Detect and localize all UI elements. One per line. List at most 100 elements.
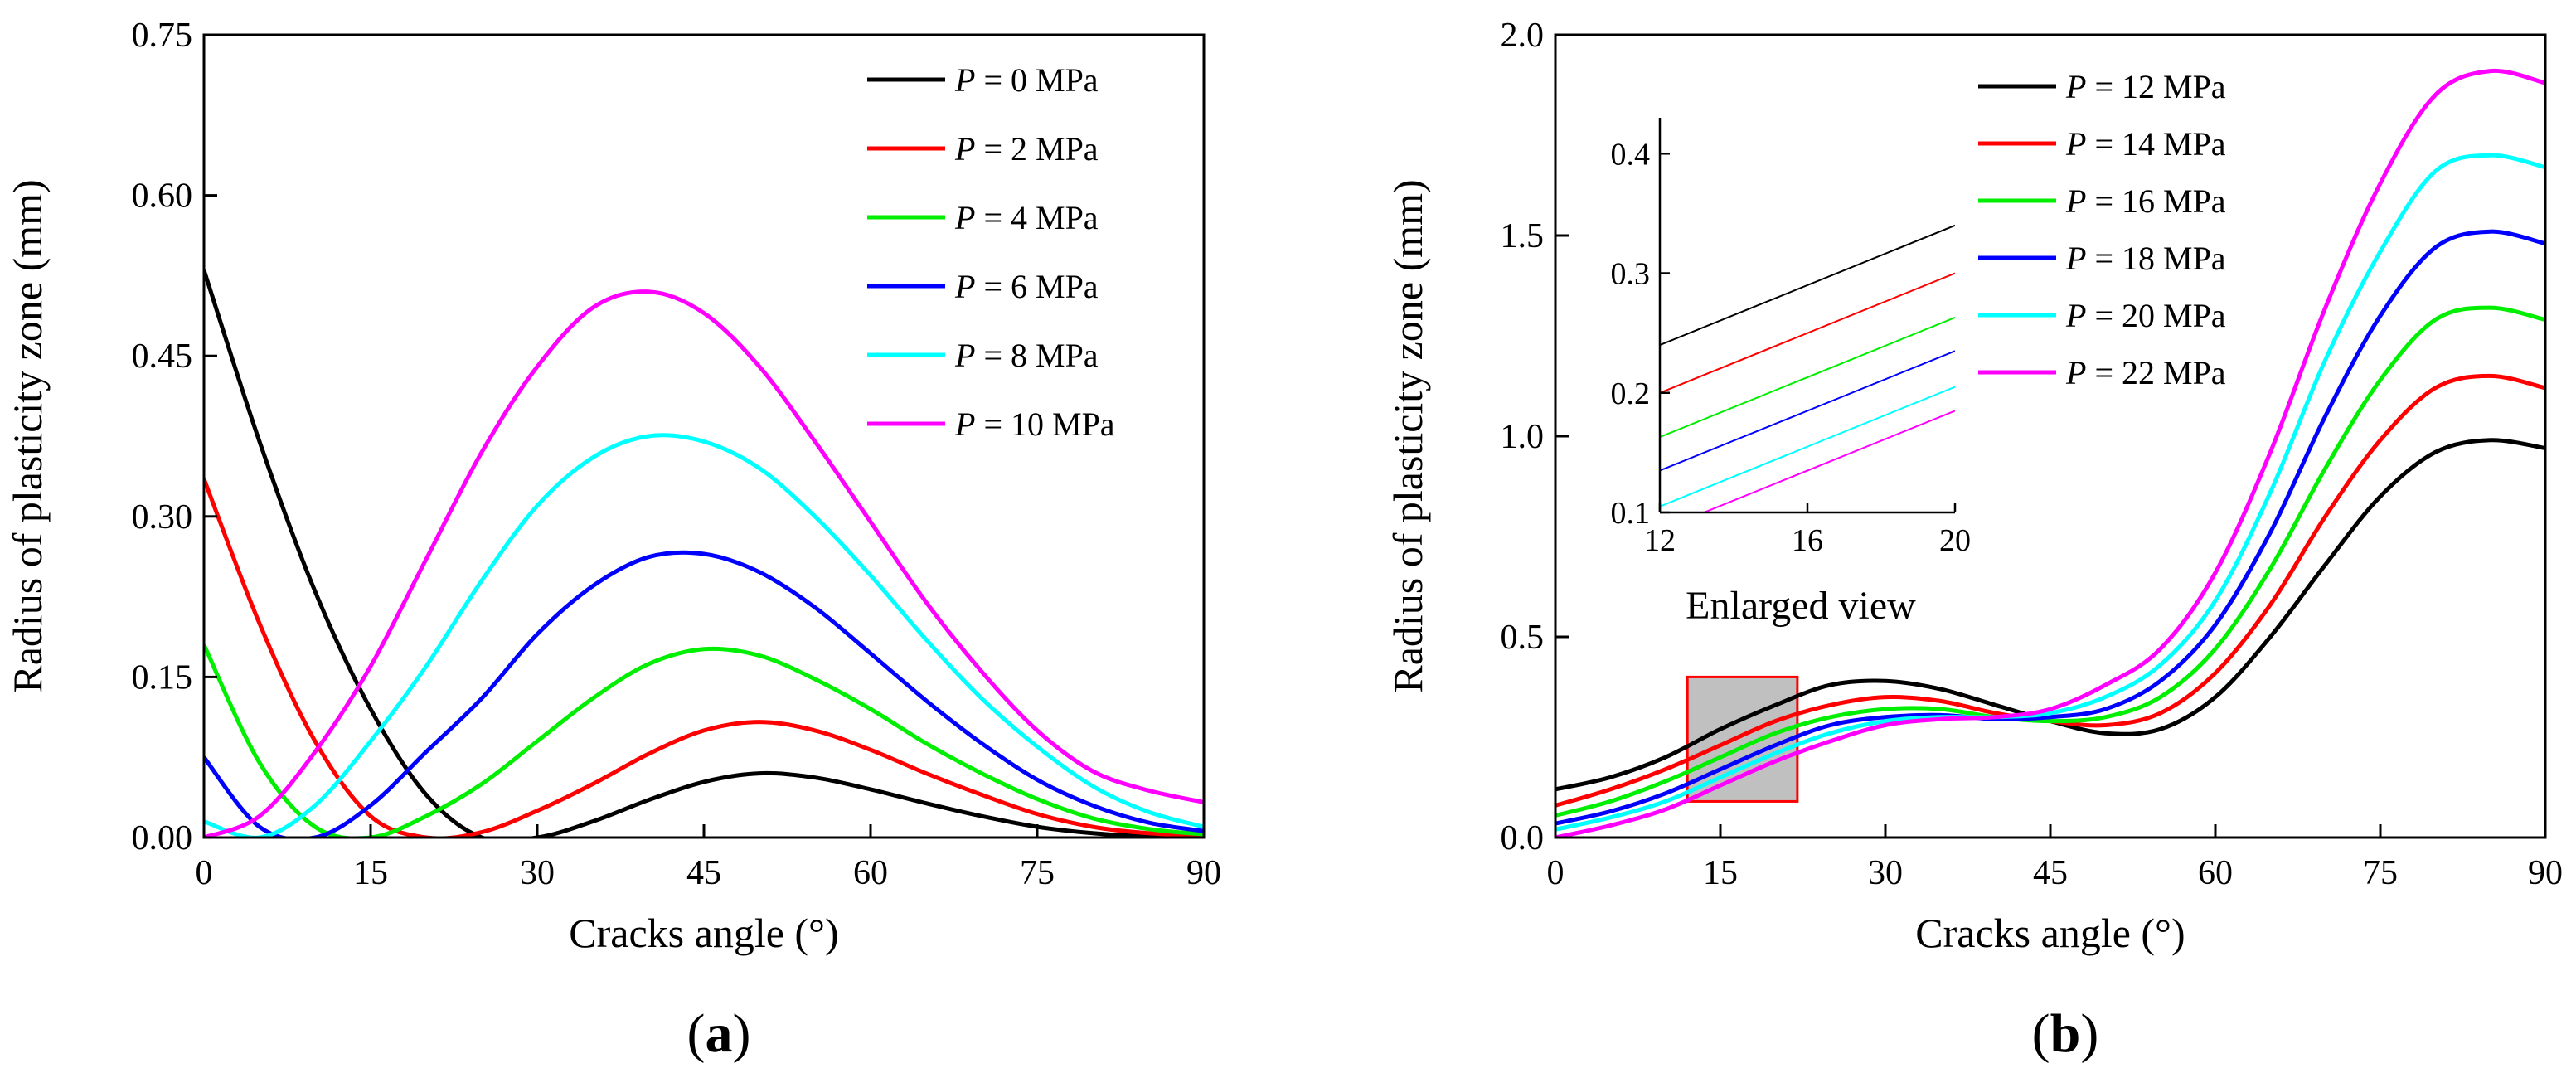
y-tick-label: 0.15: [132, 658, 193, 697]
inset-series-lines: [1660, 224, 1955, 512]
inset-x-tick-label: 20: [1939, 523, 1971, 558]
y-tick-label: 1.0: [1501, 418, 1545, 456]
legend-value: = 10 MPa: [975, 405, 1114, 443]
series-line-1: [1555, 373, 2545, 808]
legend-entry: P = 0 MPa: [954, 61, 1099, 99]
y-tick-label: 0.45: [132, 337, 193, 376]
legend-value: = 20 MPa: [2086, 297, 2225, 334]
inset-x-tick-label: 16: [1792, 523, 1823, 558]
legend-value: = 0 MPa: [975, 61, 1098, 99]
subfigure-label-close: ): [733, 1003, 751, 1064]
x-tick-label: 60: [2198, 854, 2233, 892]
legend-value: = 14 MPa: [2086, 125, 2225, 163]
series-line-4: [1555, 153, 2545, 832]
y-tick-label: 0.60: [132, 177, 193, 216]
y-tick-label: 2.0: [1501, 17, 1545, 55]
subfigure-label-letter: b: [2050, 1003, 2081, 1064]
legend-value: = 2 MPa: [975, 130, 1098, 168]
legend-var: P: [954, 405, 975, 443]
x-tick-label: 0: [1547, 854, 1565, 892]
y-axis-label: Radius of plasticity zone (mm): [1385, 179, 1431, 692]
subfigure-label-open: (: [687, 1003, 706, 1064]
inset-series-line-4: [1660, 386, 1955, 507]
x-tick-label: 0: [196, 854, 213, 892]
x-tick-label: 90: [1186, 854, 1221, 892]
x-tick-label: 45: [2033, 854, 2068, 892]
subfigure-label-letter: a: [706, 1003, 733, 1064]
legend-var: P: [954, 61, 975, 99]
legend-entry: P = 4 MPa: [954, 199, 1099, 236]
legend-entry: P = 14 MPa: [2065, 125, 2226, 163]
legend-var: P: [954, 199, 975, 236]
series-line-1: [204, 478, 1204, 838]
legend-var: P: [2065, 240, 2086, 277]
legend-entry: P = 22 MPa: [2065, 354, 2226, 391]
subfigure-label: (b): [2032, 1003, 2099, 1064]
series-line-2: [204, 643, 1204, 838]
series-line-5: [1555, 68, 2545, 838]
inset-series-line-3: [1660, 350, 1955, 472]
legend-entry: P = 6 MPa: [954, 268, 1099, 305]
legend-entry: P = 18 MPa: [2065, 240, 2226, 277]
legend-var: P: [954, 268, 975, 305]
series-line-4: [204, 433, 1204, 838]
series-line-5: [204, 289, 1204, 838]
y-tick-label: 1.5: [1501, 217, 1545, 255]
series-lines: [204, 270, 1204, 838]
x-tick-label: 15: [353, 854, 388, 892]
legend-value: = 8 MPa: [975, 337, 1098, 374]
legend-entry: P = 16 MPa: [2065, 182, 2226, 220]
inset-y-tick-label: 0.2: [1611, 376, 1651, 411]
legend-var: P: [2065, 182, 2086, 220]
legend-value: = 22 MPa: [2086, 354, 2225, 391]
inset-y-tick-label: 0.4: [1611, 137, 1651, 172]
y-axis-label: Radius of plasticity zone (mm): [4, 179, 51, 692]
subfigure-label-open: (: [2032, 1003, 2050, 1064]
x-tick-label: 75: [2363, 854, 2398, 892]
inset-y-tick-label: 0.3: [1611, 257, 1651, 292]
legend-entry: P = 2 MPa: [954, 130, 1099, 168]
inset-chart: 12 16 20 0.1 0.2 0.3 0.4 Enlarged view: [1611, 118, 1971, 628]
inset-x-tick-label: 12: [1644, 523, 1676, 558]
chart-panel-b: 0 15 30 45 60 75 90 0.0 0.5 1.0 1.5 2.0 Cracks angle…: [1385, 17, 2563, 1064]
legend-var: P: [954, 337, 975, 374]
legend-var: P: [2065, 354, 2086, 391]
legend-var: P: [954, 130, 975, 168]
inset-y-tick-label: 0.1: [1611, 496, 1651, 531]
x-tick-label: 30: [520, 854, 555, 892]
series-lines: [1555, 68, 2545, 838]
x-tick-label: 90: [2528, 854, 2563, 892]
series-line-0: [204, 270, 1204, 838]
legend-value: = 6 MPa: [975, 268, 1098, 305]
legend-entry: P = 12 MPa: [2065, 68, 2226, 105]
y-tick-label: 0.75: [132, 17, 193, 55]
legend-var: P: [2065, 68, 2086, 105]
x-tick-label: 30: [1868, 854, 1903, 892]
inset-series-line-2: [1660, 316, 1955, 439]
y-tick-label: 0.30: [132, 498, 193, 537]
legend-value: = 4 MPa: [975, 199, 1098, 236]
chart-panel-a: 0 15 30 45 60 75 90 0.00 0.15 0.30 0.45 0.60 0.75 Cra…: [4, 17, 1221, 1064]
legend-entry: P = 10 MPa: [954, 405, 1115, 443]
series-line-3: [204, 550, 1204, 838]
x-tick-label: 45: [686, 854, 721, 892]
legend-entry: P = 8 MPa: [954, 337, 1099, 374]
zoom-region-box: [1686, 675, 1799, 803]
inset-series-line-5: [1701, 410, 1955, 512]
inset-series-line-1: [1660, 272, 1955, 394]
series-line-3: [1555, 229, 2545, 826]
y-tick-label: 0.0: [1501, 819, 1545, 857]
legend-value: = 16 MPa: [2086, 182, 2225, 220]
inset-x-axis-label: Enlarged view: [1686, 584, 1916, 628]
y-tick-label: 0.5: [1501, 619, 1545, 657]
legend-var: P: [2065, 297, 2086, 334]
legend-var: P: [2065, 125, 2086, 163]
x-axis-label: Cracks angle (°): [1915, 910, 2185, 956]
legend-entry: P = 20 MPa: [2065, 297, 2226, 334]
x-axis-label: Cracks angle (°): [569, 910, 838, 956]
subfigure-label-close: ): [2080, 1003, 2098, 1064]
y-tick-label: 0.00: [132, 819, 193, 857]
